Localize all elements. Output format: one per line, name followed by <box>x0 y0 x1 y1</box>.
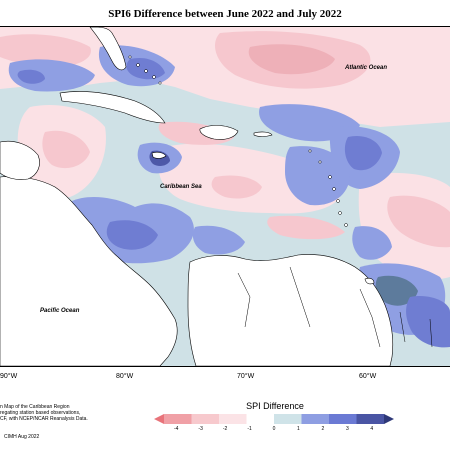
legend-color-box <box>274 414 302 424</box>
longitude-label-90w: 90°W <box>0 373 18 380</box>
dry-region-atlantic-strong <box>248 44 335 75</box>
legend-tick-label: 0 <box>272 426 276 432</box>
longitude-label-70w: 70°W <box>237 373 255 380</box>
wet-region-guianas-core <box>375 275 418 306</box>
legend-tick-label: 4 <box>370 426 374 432</box>
wet-region-gulf-north-core <box>17 69 45 84</box>
wet-region-nicaragua-coast <box>192 225 245 255</box>
footer-line-1: n Map of the Caribbean Region <box>0 404 70 410</box>
legend-tick-label: -1 <box>247 426 252 432</box>
land-yucatan <box>0 140 40 180</box>
spi-difference-map <box>0 27 450 366</box>
legend-color-box <box>301 414 330 424</box>
legend-color-box <box>164 414 192 424</box>
dry-region-caribbean-core <box>211 175 262 199</box>
footer-line-3: CF, with NCEP/NCAR Reanalysis Data. <box>0 416 88 422</box>
wet-region-guianas-east <box>406 296 450 348</box>
dry-region-gulf-core <box>42 130 90 169</box>
land-south-america <box>187 254 394 366</box>
legend-color-box <box>191 414 220 424</box>
legend-tick-label: -2 <box>222 426 228 432</box>
wet-region-trinidad <box>352 226 392 260</box>
longitude-label-80w: 80°W <box>116 373 134 380</box>
footer-line-2: regating station based observations, <box>0 410 81 416</box>
border-lines <box>237 266 433 348</box>
land-central-america <box>0 176 178 366</box>
longitude-label-60w: 60°W <box>359 373 377 380</box>
legend-tick-label: 3 <box>345 426 349 432</box>
dry-region-northwest <box>0 34 91 67</box>
legend-arrow-right <box>384 414 394 424</box>
caribbean-sea-label: Caribbean Sea <box>160 184 202 190</box>
legend-color-box <box>246 414 275 424</box>
wet-region-bahamas-core <box>126 57 165 80</box>
land-jamaica <box>151 151 167 159</box>
legend-colorbar <box>154 414 394 424</box>
dry-region-colombia-coast <box>267 215 345 240</box>
legend-color-box <box>356 414 385 424</box>
legend-color-boxes <box>164 414 385 424</box>
legend-title: SPI Difference <box>246 401 304 411</box>
map-title: SPI6 Difference between June 2022 and Ju… <box>108 8 342 20</box>
legend-tick-label: -4 <box>173 426 179 432</box>
land-puerto-rico <box>253 131 273 137</box>
wet-region-antilles-core <box>344 135 382 171</box>
land-hispaniola <box>199 125 239 140</box>
land-trinidad <box>364 277 375 285</box>
dry-region-east-core <box>387 195 450 248</box>
land-florida <box>89 27 127 71</box>
pacific-ocean-label: Pacific Ocean <box>40 308 80 314</box>
atlantic-ocean-label: Atlantic Ocean <box>345 65 388 71</box>
map-panel: Atlantic Ocean Caribbean Sea Pacific Oce… <box>0 26 450 367</box>
footer-credit: CIMH Aug 2022 <box>4 434 40 440</box>
wet-region-central-america-core <box>106 220 158 250</box>
legend-color-box <box>219 414 247 424</box>
land-cuba <box>59 91 166 124</box>
legend-tick-label: 1 <box>297 426 300 432</box>
legend-arrow-left <box>154 414 164 424</box>
bahamas-islands <box>128 55 162 85</box>
legend-tick-label: 2 <box>321 426 325 432</box>
legend-tick-label: -3 <box>198 426 203 432</box>
lesser-antilles <box>308 149 348 227</box>
legend-color-box <box>329 414 357 424</box>
